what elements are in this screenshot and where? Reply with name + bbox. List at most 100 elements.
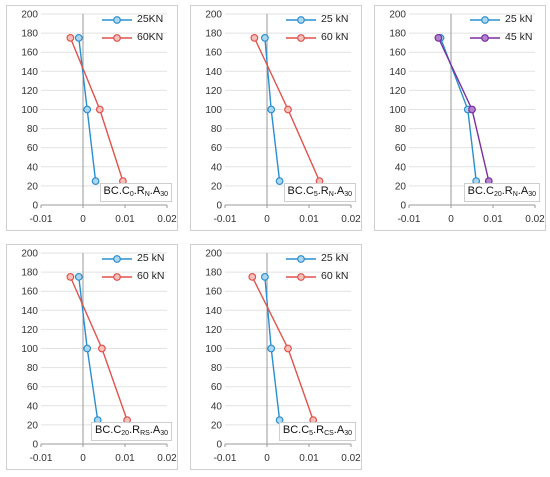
chart-panel-2: 0 20 40 60 80 100 120 140 160 180 200 -0.01 0 0.01 0.0… — [190, 5, 362, 231]
legend-swatch — [102, 16, 132, 24]
legend-swatch-marker — [113, 34, 121, 42]
legend-swatch — [102, 273, 132, 281]
label-text: BC.C — [467, 185, 494, 197]
label-subscript: 20 — [493, 191, 502, 198]
label-subscript: 30 — [160, 191, 168, 198]
y-tick-label: 200 — [205, 249, 222, 260]
legend-label: 45 kN — [505, 31, 533, 43]
specimen-label: BC.C0.RN.A30 — [99, 183, 172, 202]
legend-swatch — [102, 255, 132, 263]
label-text: BC.C — [103, 185, 130, 197]
x-tick-label: 0.02 — [525, 214, 545, 225]
x-tick-label: 0 — [80, 453, 86, 464]
y-tick-label: 80 — [27, 363, 39, 374]
y-tick-label: 0 — [216, 440, 222, 451]
legend-swatch-marker — [113, 255, 121, 263]
data-point — [468, 105, 476, 114]
y-tick-label: 40 — [211, 162, 223, 173]
y-tick-label: 0 — [400, 201, 406, 212]
x-tick-label: 0 — [80, 214, 86, 225]
y-tick-label: 60 — [27, 143, 39, 154]
x-tick-label: 0.01 — [299, 453, 319, 464]
y-tick-label: 200 — [21, 249, 38, 260]
legend-swatch-marker — [297, 273, 305, 281]
y-tick-label: 20 — [27, 181, 39, 192]
label-text: BC.C — [287, 185, 314, 197]
y-tick-label: 0 — [32, 201, 38, 212]
label-text: .R — [313, 424, 325, 436]
y-tick-label: 140 — [21, 306, 38, 317]
legend-swatch-marker — [297, 16, 305, 24]
x-tick-label: 0.01 — [299, 214, 319, 225]
y-tick-label: 100 — [205, 105, 222, 116]
data-point — [284, 344, 292, 353]
data-point — [275, 177, 284, 186]
y-tick-label: 180 — [21, 268, 38, 279]
legend-label: 60 kN — [321, 270, 349, 282]
label-subscript: CS — [324, 430, 334, 437]
label-text: .R — [317, 185, 329, 197]
label-subscript: 30 — [528, 191, 536, 198]
chart-canvas: 0 20 40 60 80 100 120 140 160 180 200 -0.01 0 0.01 0.0… — [205, 249, 361, 465]
label-subscript: 0 — [129, 191, 134, 198]
legend-swatch-marker — [113, 16, 121, 24]
x-tick-label: -0.01 — [214, 453, 237, 464]
y-tick-label: 200 — [21, 10, 38, 21]
legend-label: 25 kN — [321, 13, 349, 25]
data-point — [83, 105, 92, 114]
y-tick-label: 140 — [21, 67, 38, 78]
label-subscript: 30 — [344, 430, 352, 437]
y-tick-label: 60 — [211, 382, 223, 393]
y-tick-label: 0 — [32, 440, 38, 451]
label-subscript: N — [328, 191, 334, 198]
x-tick-label: 0.02 — [157, 453, 177, 464]
y-tick-label: 80 — [395, 124, 407, 135]
legend-label: 25KN — [137, 13, 164, 25]
legend-swatch — [470, 34, 500, 42]
data-point — [250, 33, 259, 42]
chart-canvas: 0 20 40 60 80 100 120 140 160 180 200 -0.01 0 0.01 0.0… — [389, 10, 545, 226]
y-tick-label: 40 — [395, 162, 407, 173]
label-subscript: 5 — [313, 191, 318, 198]
x-tick-label: 0.02 — [341, 214, 361, 225]
y-tick-label: 200 — [389, 10, 406, 21]
label-text: .A — [149, 185, 161, 197]
x-tick-label: -0.01 — [214, 214, 237, 225]
x-tick-label: -0.01 — [30, 214, 53, 225]
data-point — [91, 177, 100, 186]
label-text: .A — [333, 424, 345, 436]
data-point — [267, 344, 276, 353]
y-tick-label: 120 — [21, 325, 38, 336]
legend-swatch-marker — [297, 255, 305, 263]
legend-swatch — [102, 34, 132, 42]
data-point — [260, 33, 269, 42]
label-text: .A — [333, 185, 345, 197]
y-tick-label: 20 — [211, 420, 223, 431]
y-tick-label: 120 — [205, 325, 222, 336]
legend-label: 60KN — [137, 31, 164, 43]
y-tick-label: 20 — [211, 181, 223, 192]
legend-swatch-marker — [481, 34, 489, 42]
label-subscript: N — [144, 191, 150, 198]
y-tick-label: 40 — [211, 401, 223, 412]
x-tick-label: 0.02 — [157, 214, 177, 225]
data-point — [248, 272, 257, 281]
label-subscript: 30 — [160, 430, 168, 437]
chart-canvas: 0 20 40 60 80 100 120 140 160 180 200 -0.01 0 0.01 0.0… — [21, 249, 177, 465]
x-tick-label: 0.01 — [115, 453, 135, 464]
x-tick-label: -0.01 — [30, 453, 53, 464]
data-point — [74, 272, 83, 281]
y-tick-label: 40 — [27, 401, 39, 412]
y-tick-label: 160 — [389, 48, 406, 59]
x-tick-label: -0.01 — [398, 214, 421, 225]
label-text: .A — [149, 424, 161, 436]
y-tick-label: 160 — [205, 287, 222, 298]
y-tick-label: 80 — [27, 124, 39, 135]
data-point — [83, 344, 92, 353]
data-point — [260, 272, 269, 281]
y-tick-label: 100 — [21, 105, 38, 116]
x-tick-label: 0 — [448, 214, 454, 225]
chart-panel-3: 0 20 40 60 80 100 120 140 160 180 200 -0.01 0 0.01 0.0… — [374, 5, 546, 231]
y-tick-label: 40 — [27, 162, 39, 173]
legend-swatch — [286, 34, 316, 42]
